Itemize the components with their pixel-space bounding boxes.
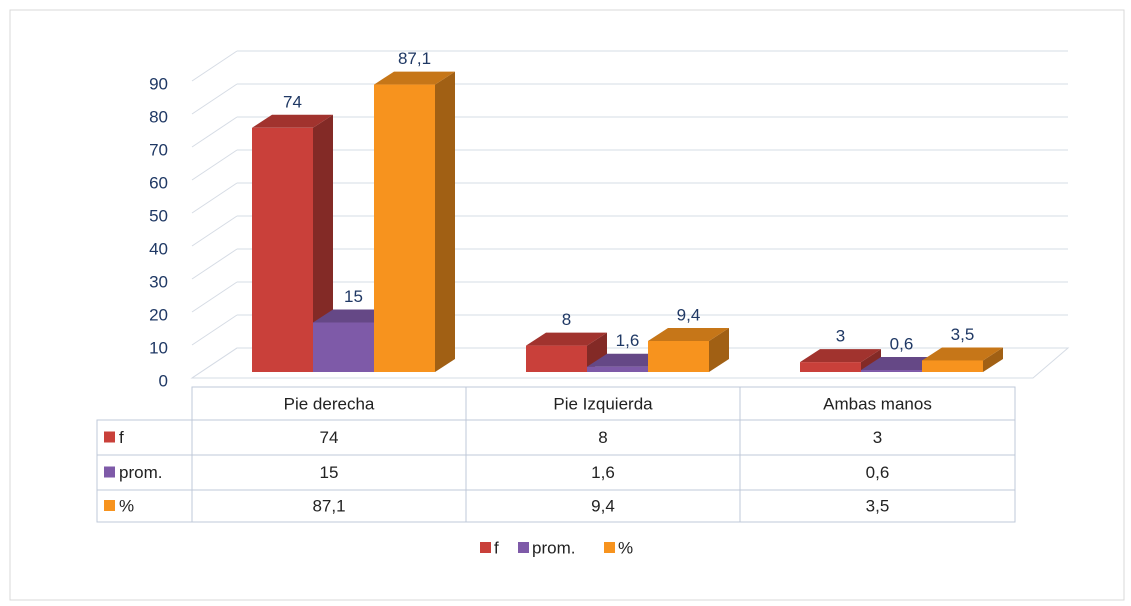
legend-label: prom. bbox=[532, 538, 575, 557]
table-header: Pie derecha bbox=[284, 394, 375, 413]
data-label: 1,6 bbox=[616, 331, 640, 350]
table-header: Ambas manos bbox=[823, 394, 932, 413]
chart-frame bbox=[9, 9, 1125, 601]
y-tick-label: 60 bbox=[149, 173, 168, 192]
table-cell: 87,1 bbox=[312, 496, 345, 515]
data-label: 8 bbox=[562, 310, 571, 329]
y-tick-label: 90 bbox=[149, 74, 168, 93]
table-cell: 9,4 bbox=[591, 496, 615, 515]
legend-label: f bbox=[494, 538, 499, 557]
table-cell: 74 bbox=[320, 428, 339, 447]
grid-line bbox=[191, 116, 238, 148]
bar-top bbox=[252, 114, 333, 128]
bar bbox=[526, 345, 587, 372]
legend-swatch bbox=[480, 542, 491, 553]
bar-side bbox=[709, 327, 729, 372]
floor bbox=[190, 347, 1070, 379]
table-header: Pie Izquierda bbox=[553, 394, 653, 413]
y-tick-label: 10 bbox=[149, 338, 168, 357]
legend-swatch bbox=[104, 466, 115, 478]
bar bbox=[374, 84, 435, 372]
grid-line bbox=[191, 182, 238, 214]
data-label: 87,1 bbox=[398, 49, 431, 68]
data-label: 74 bbox=[283, 92, 302, 111]
bar-top bbox=[922, 347, 1003, 361]
grid-line bbox=[191, 50, 238, 82]
bar-side bbox=[983, 347, 1003, 372]
y-tick-label: 80 bbox=[149, 107, 168, 126]
table-row-label: prom. bbox=[119, 463, 162, 482]
data-label: 3 bbox=[836, 327, 845, 346]
table-cell: 15 bbox=[320, 463, 339, 482]
bar bbox=[648, 340, 709, 372]
y-tick-label: 70 bbox=[149, 140, 168, 159]
table-cell: 1,6 bbox=[591, 463, 615, 482]
bar bbox=[252, 127, 313, 372]
bar-top bbox=[313, 309, 394, 323]
grid-line bbox=[191, 314, 238, 346]
table-row-label: % bbox=[119, 496, 134, 515]
data-label: 3,5 bbox=[951, 325, 975, 344]
legend-swatch bbox=[104, 431, 115, 443]
table-cell: 0,6 bbox=[866, 463, 890, 482]
legend-swatch bbox=[604, 542, 615, 553]
data-label: 0,6 bbox=[890, 335, 914, 354]
bar bbox=[861, 370, 922, 372]
bar-top bbox=[648, 327, 729, 341]
grid-line bbox=[191, 83, 238, 115]
data-label: 15 bbox=[344, 287, 363, 306]
bar bbox=[922, 360, 983, 372]
y-tick-label: 0 bbox=[159, 371, 168, 390]
y-tick-label: 40 bbox=[149, 239, 168, 258]
y-tick-label: 50 bbox=[149, 206, 168, 225]
data-label: 9,4 bbox=[677, 305, 701, 324]
grid-line bbox=[191, 215, 238, 247]
bar bbox=[587, 366, 648, 372]
legend-label: % bbox=[618, 538, 633, 557]
table-cell: 3 bbox=[873, 428, 882, 447]
table-row-label: f bbox=[119, 428, 124, 447]
bar-top bbox=[800, 349, 881, 363]
bar-top bbox=[526, 332, 607, 346]
bar-top bbox=[587, 353, 668, 367]
bar bbox=[800, 362, 861, 372]
grid-line bbox=[191, 281, 238, 313]
bar-top bbox=[861, 357, 942, 371]
bar-top bbox=[374, 71, 455, 85]
legend-swatch bbox=[104, 500, 115, 511]
table-cell: 8 bbox=[598, 428, 607, 447]
y-tick-label: 20 bbox=[149, 305, 168, 324]
bar-side bbox=[313, 114, 333, 373]
grid-line bbox=[191, 248, 238, 280]
bar-side bbox=[435, 71, 455, 372]
data-table: Pie derecha Pie Izquierda Ambas manos f 74 8 3… bbox=[96, 386, 1016, 523]
bar-side bbox=[861, 349, 881, 372]
y-tick-label: 30 bbox=[149, 272, 168, 291]
table-cell: 3,5 bbox=[866, 496, 890, 515]
grid-line bbox=[191, 149, 238, 181]
bar bbox=[313, 322, 374, 372]
legend-swatch bbox=[518, 542, 529, 553]
